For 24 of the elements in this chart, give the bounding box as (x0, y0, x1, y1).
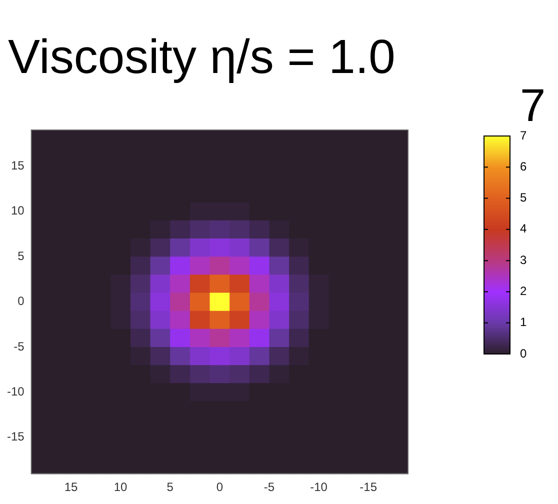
y-tick-label: 0 (18, 294, 25, 308)
y-tick-label: 15 (10, 158, 25, 172)
color-bar-label: 1 (520, 315, 527, 330)
color-bar-label: 5 (520, 190, 527, 205)
x-tick-label: 0 (216, 480, 224, 494)
color-bar-label: 3 (520, 252, 527, 267)
y-tick-label: -5 (14, 339, 25, 354)
x-tick-label: -5 (264, 480, 275, 494)
text: 7 (520, 78, 546, 131)
color-bar-label: 0 (520, 346, 527, 360)
color-bar-label: 7 (520, 128, 527, 142)
x-tick-label: 15 (64, 480, 78, 494)
y-tick-label: 10 (10, 204, 25, 218)
color-bar-label: 6 (520, 159, 527, 174)
color-bar-label: 2 (520, 284, 527, 298)
color-bar-label: 4 (520, 222, 527, 236)
x-tick-label: -10 (310, 480, 328, 494)
y-tick-label: -15 (7, 430, 25, 444)
y-tick-label: -10 (7, 384, 25, 399)
y-tick-label: 5 (18, 248, 25, 263)
chart-title: Viscosity η/s = 1.0 (8, 30, 396, 85)
x-tick-label: 5 (166, 480, 174, 494)
x-tick-label: 10 (114, 480, 128, 494)
x-tick-label: -15 (360, 480, 378, 494)
